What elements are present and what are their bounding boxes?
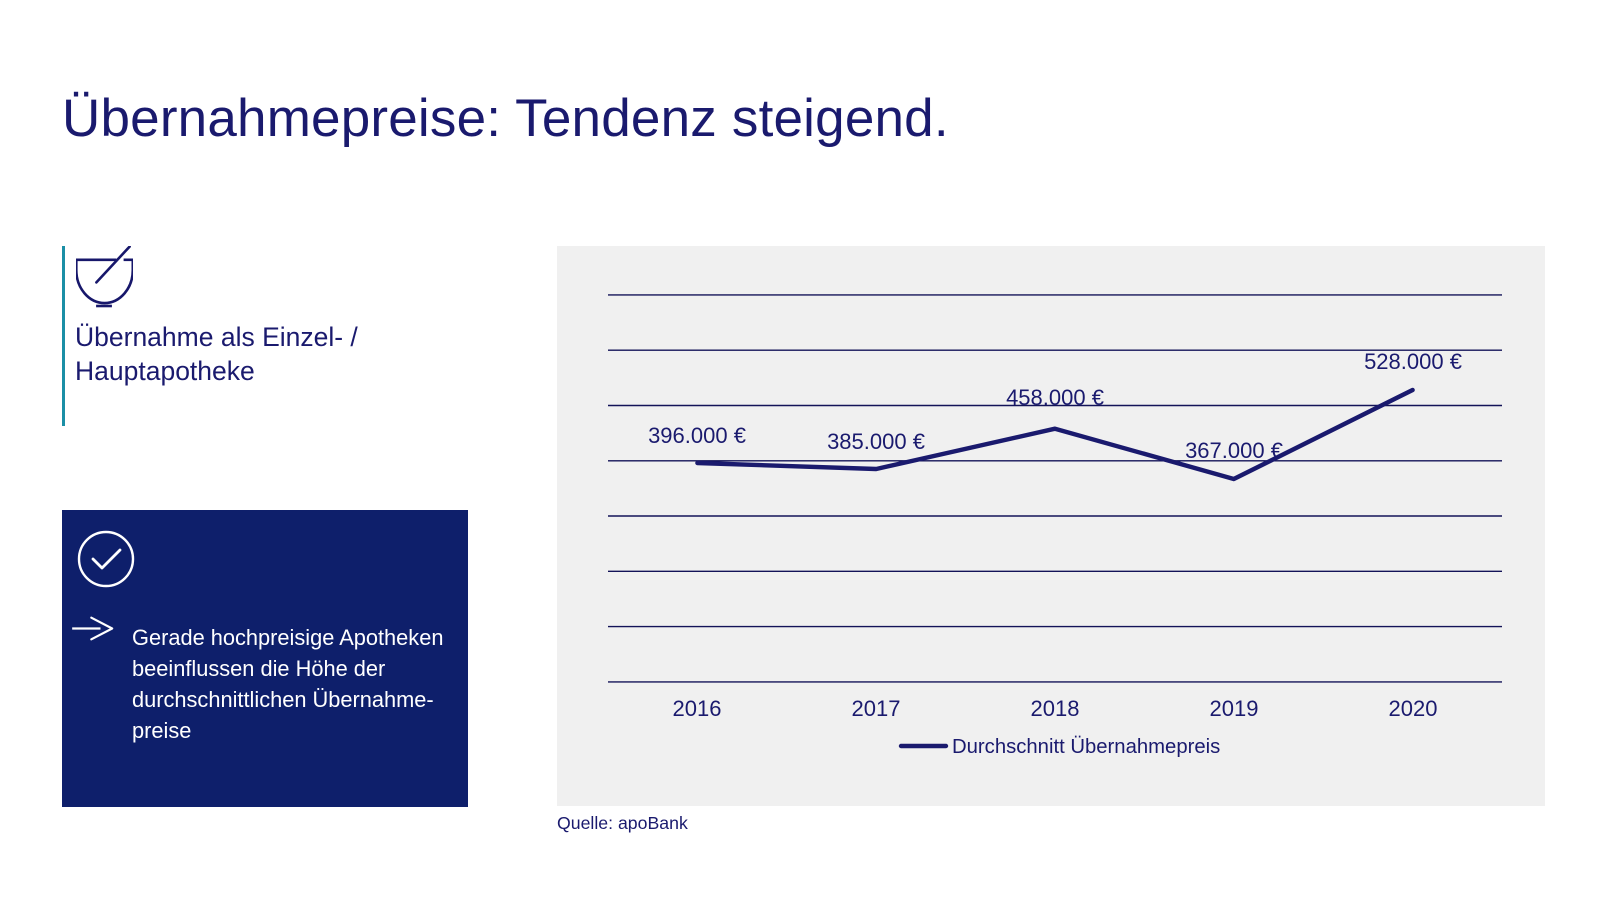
svg-text:458.000 €: 458.000 € bbox=[1006, 385, 1104, 410]
svg-text:2020: 2020 bbox=[1389, 696, 1438, 721]
svg-text:2019: 2019 bbox=[1210, 696, 1259, 721]
svg-text:396.000 €: 396.000 € bbox=[648, 423, 746, 448]
svg-text:528.000 €: 528.000 € bbox=[1364, 349, 1462, 374]
svg-text:2016: 2016 bbox=[673, 696, 722, 721]
svg-text:385.000 €: 385.000 € bbox=[827, 429, 925, 454]
svg-text:367.000 €: 367.000 € bbox=[1185, 438, 1283, 463]
svg-text:2018: 2018 bbox=[1031, 696, 1080, 721]
svg-text:2017: 2017 bbox=[852, 696, 901, 721]
svg-text:Durchschnitt Übernahmepreis: Durchschnitt Übernahmepreis bbox=[952, 736, 1220, 758]
